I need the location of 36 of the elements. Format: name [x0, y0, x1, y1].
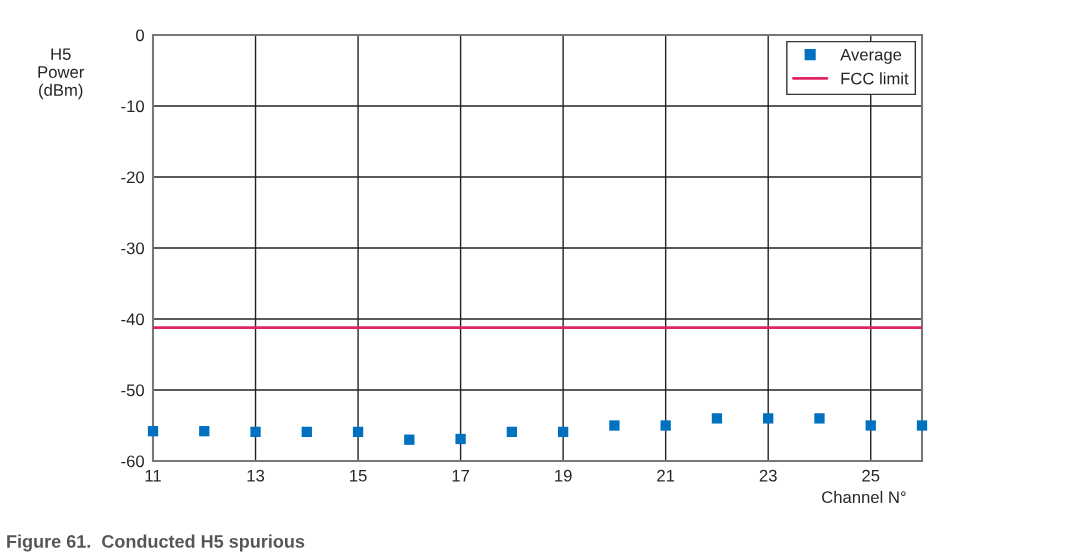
y-tick-label: -60	[121, 455, 145, 468]
y-tick-label: -20	[121, 171, 145, 184]
text: Figure 61. Conducted H5 spurious	[7, 534, 305, 552]
y-tick-label: -30	[121, 242, 145, 255]
x-axis-title: Channel N°	[822, 490, 906, 504]
point	[660, 420, 671, 431]
x-tick-label: 25	[862, 469, 880, 482]
point	[814, 413, 825, 424]
point	[250, 426, 261, 438]
x-tick-label: 13	[247, 469, 265, 482]
point	[352, 426, 364, 438]
point	[199, 426, 210, 437]
point	[916, 420, 928, 431]
point	[506, 426, 518, 438]
y-tick-label: -10	[121, 100, 145, 113]
point	[147, 426, 159, 437]
point	[557, 426, 569, 438]
y-tick-label: -40	[121, 313, 145, 326]
x-tick-label: 15	[350, 469, 367, 482]
point	[711, 413, 723, 424]
x-tick-label: 21	[657, 469, 675, 482]
legend-label: Average	[840, 48, 902, 64]
y-axis-title: H5 Power (dBm)	[38, 48, 85, 100]
x-tick-label: 11	[145, 469, 161, 482]
x-tick-label: 23	[759, 469, 777, 482]
point	[865, 420, 876, 431]
point	[404, 434, 415, 445]
x-tick-label: 19	[555, 469, 572, 482]
x-tick-label: 17	[452, 469, 470, 482]
point	[455, 433, 466, 445]
legend-label: FCC limit	[841, 72, 909, 85]
y-tick-label: 0	[136, 29, 145, 42]
point	[763, 413, 774, 424]
point	[609, 420, 620, 431]
y-tick-label: -50	[121, 384, 145, 397]
point	[301, 426, 312, 438]
